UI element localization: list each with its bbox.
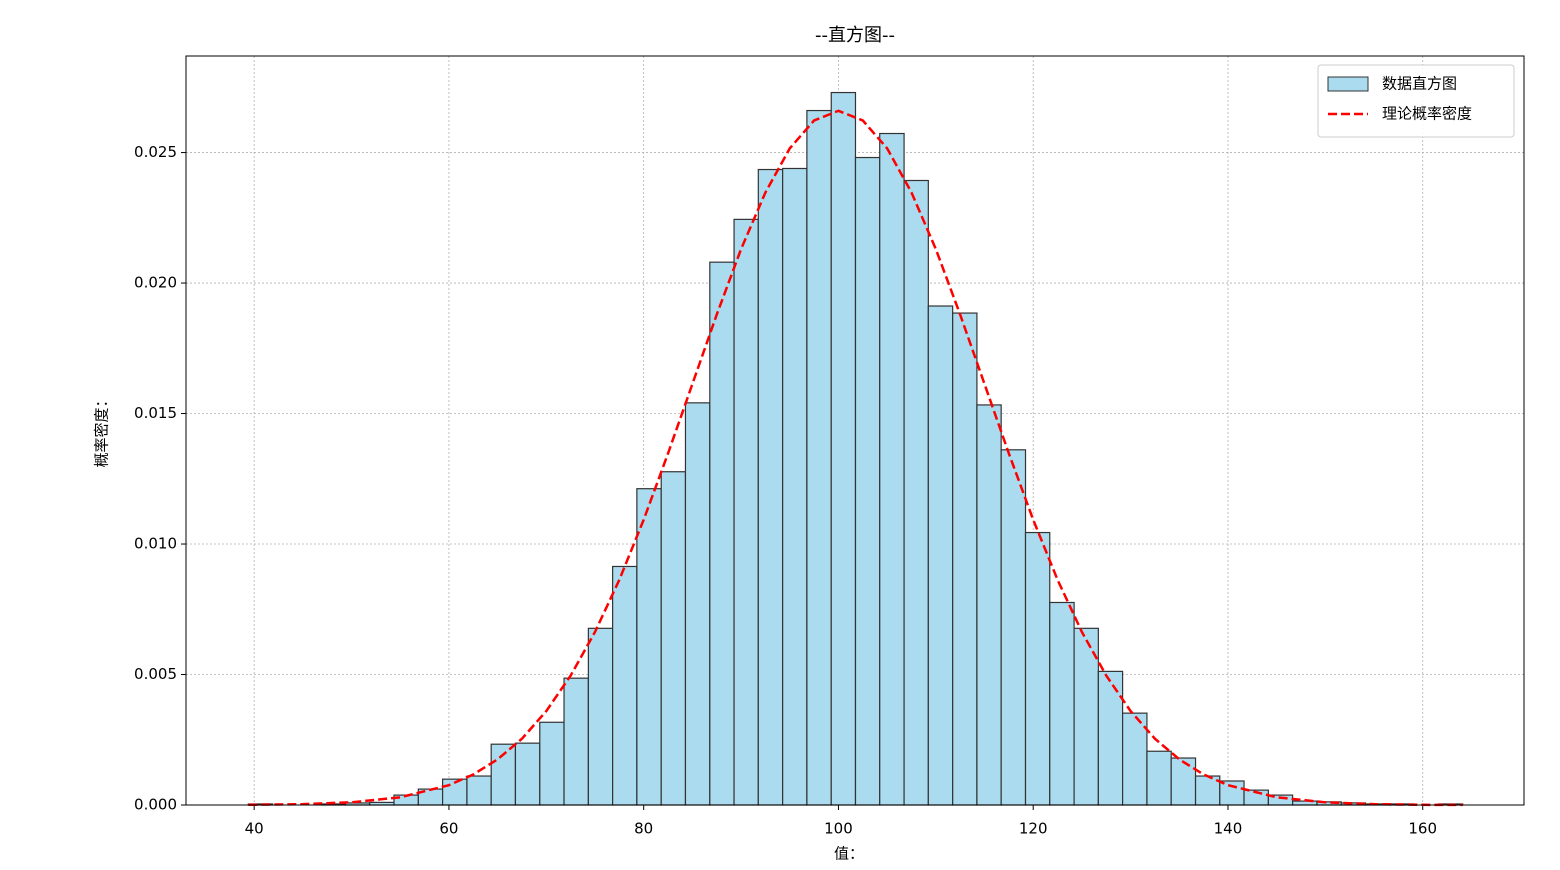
bar xyxy=(636,488,662,806)
bar xyxy=(806,109,832,806)
bar xyxy=(466,775,492,806)
y-tick-label: 0.020 xyxy=(134,274,177,292)
bar xyxy=(1219,780,1245,806)
bar xyxy=(587,627,614,806)
bar xyxy=(903,179,929,806)
plot-frame xyxy=(185,55,1525,806)
bar xyxy=(1170,757,1197,806)
bar xyxy=(830,91,857,806)
bar xyxy=(684,402,711,806)
bar xyxy=(660,471,687,806)
bar xyxy=(782,167,808,806)
x-tick-label: 140 xyxy=(1214,820,1243,838)
legend-swatch xyxy=(1327,76,1369,92)
bar xyxy=(612,565,638,806)
chart-title: --直方图-- xyxy=(815,25,895,46)
bar xyxy=(879,132,905,806)
bar xyxy=(733,218,759,806)
legend-label: 理论概率密度 xyxy=(1382,105,1472,123)
y-tick-label: 0.000 xyxy=(134,796,177,814)
y-tick-label: 0.010 xyxy=(134,535,177,553)
bar xyxy=(757,168,784,806)
x-tick-label: 60 xyxy=(439,820,458,838)
y-tick-label: 0.005 xyxy=(134,665,177,683)
legend-label: 数据直方图 xyxy=(1382,75,1457,93)
bar xyxy=(563,677,589,806)
y-tick-label: 0.015 xyxy=(134,404,177,422)
x-tick-label: 40 xyxy=(245,820,264,838)
x-tick-label: 100 xyxy=(824,820,853,838)
bar xyxy=(514,742,541,806)
y-axis-label: 概率密度： xyxy=(93,392,111,467)
x-axis-label: 值： xyxy=(834,845,864,863)
bar xyxy=(1146,750,1172,806)
bar xyxy=(1024,531,1051,806)
y-tick-label: 0.025 xyxy=(134,143,177,161)
x-tick-label: 160 xyxy=(1408,820,1437,838)
bar xyxy=(1000,449,1027,806)
bar xyxy=(854,156,881,806)
bar xyxy=(976,404,1002,806)
x-tick-label: 120 xyxy=(1019,820,1048,838)
bar xyxy=(1049,601,1075,806)
bar xyxy=(709,261,735,806)
bar xyxy=(952,312,978,806)
bar xyxy=(927,305,954,806)
x-tick-label: 80 xyxy=(634,820,653,838)
density-line xyxy=(248,109,1463,807)
bar xyxy=(539,721,565,806)
bar xyxy=(1073,627,1099,806)
bar xyxy=(1097,670,1124,806)
